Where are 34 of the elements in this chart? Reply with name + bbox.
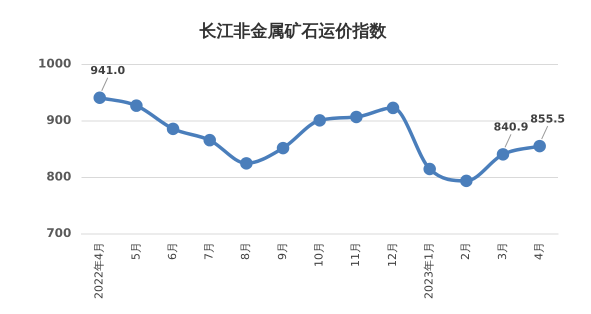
point (460, 174, 473, 188)
x-tick-label: 7月 (202, 242, 216, 260)
point (93, 92, 106, 104)
y-tick-label: 700 (46, 226, 72, 240)
data-label: 855.5 (530, 112, 566, 126)
point (496, 148, 510, 161)
point (350, 110, 363, 124)
x-tick-label: 12月 (386, 242, 399, 268)
y-tick-label: 1000 (38, 56, 72, 71)
x-tick-label: 3月 (496, 242, 509, 260)
x-tick-label: 9月 (276, 242, 289, 260)
x-tick-label: 5月 (129, 242, 142, 260)
point (533, 140, 546, 152)
x-tick-label: 4月 (532, 242, 546, 260)
point (130, 99, 143, 112)
x-tick-label: 2月 (459, 242, 472, 260)
point (313, 114, 326, 127)
point (240, 157, 253, 170)
x-tick-label: 2022年4月 (92, 242, 106, 300)
y-tick-label: 800 (46, 170, 72, 184)
point (276, 142, 290, 154)
y-tick-label: 900 (46, 113, 72, 128)
x-tick-label: 10月 (312, 242, 326, 268)
point (203, 134, 216, 146)
data-label: 941.0 (90, 64, 126, 78)
point (386, 102, 400, 114)
x-tick-label: 2023年1月 (422, 242, 436, 300)
chart-title: 长江非金属矿石运价指数 (198, 22, 388, 42)
data-label: 840.9 (494, 120, 528, 134)
x-tick-label: 11月 (349, 242, 362, 268)
x-tick-label: 8月 (239, 242, 252, 260)
point (166, 122, 180, 136)
x-tick-label: 6月 (166, 242, 179, 260)
point (423, 162, 436, 176)
